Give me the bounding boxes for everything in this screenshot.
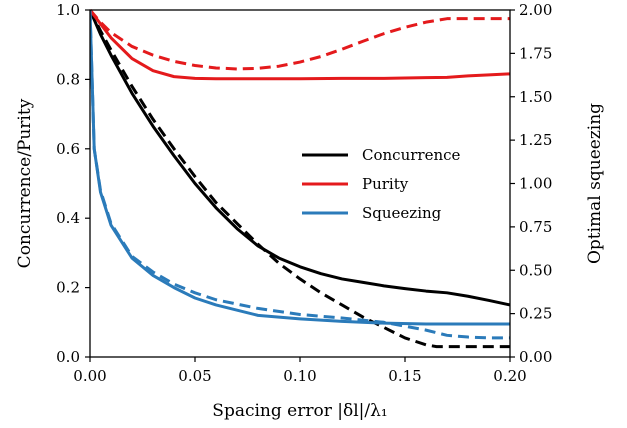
y-left-tick-label-1: 0.2 [56,279,80,297]
y-left-tick-label-0: 0.0 [56,348,80,366]
x-tick-label-0: 0.00 [73,367,106,385]
y-axis-left-label: Concurrence/Purity [15,98,35,268]
y-right-tick-label-0: 0.00 [519,348,552,366]
y-left-tick-label-5: 1.0 [56,1,80,19]
y-right-tick-label-2: 0.50 [519,261,552,279]
ticks: 0.00 0.05 0.10 0.15 0.20 0.0 0.2 0.4 0.6 0.8 1.0 0.… [56,1,552,385]
series-line-1 [90,9,510,349]
y-right-tick-label-1: 0.25 [519,305,552,323]
x-tick-label-2: 0.10 [283,367,316,385]
legend-label-0: Concurrence [362,146,461,164]
y-axis-right-label: Optimal squeezing [585,103,605,264]
y-right-tick-label-3: 0.75 [519,218,552,236]
x-tick-label-4: 0.20 [493,367,526,385]
y-left-tick-label-3: 0.6 [56,140,80,158]
y-right-tick-label-6: 1.50 [519,88,552,106]
x-tick-label-3: 0.15 [388,367,421,385]
legend: Concurrence Purity Squeezing [302,146,461,222]
y-right-tick-label-7: 1.75 [519,44,552,62]
y-right-tick-label-5: 1.25 [519,131,552,149]
series-line-5 [90,9,510,340]
series-line-0 [90,9,510,307]
series-line-2 [90,9,510,81]
y-left-tick-label-4: 0.8 [56,70,80,88]
series-line-3 [90,9,510,71]
series-line-4 [90,9,510,326]
legend-label-1: Purity [362,175,409,193]
x-tick-label-1: 0.05 [178,367,211,385]
y-right-tick-label-8: 2.00 [519,1,552,19]
y-right-tick-label-4: 1.00 [519,175,552,193]
plot-lines [90,9,510,349]
x-axis-label: Spacing error |δl|/λ₁ [212,401,387,421]
y-left-tick-label-2: 0.4 [56,209,80,227]
legend-label-2: Squeezing [362,204,442,222]
